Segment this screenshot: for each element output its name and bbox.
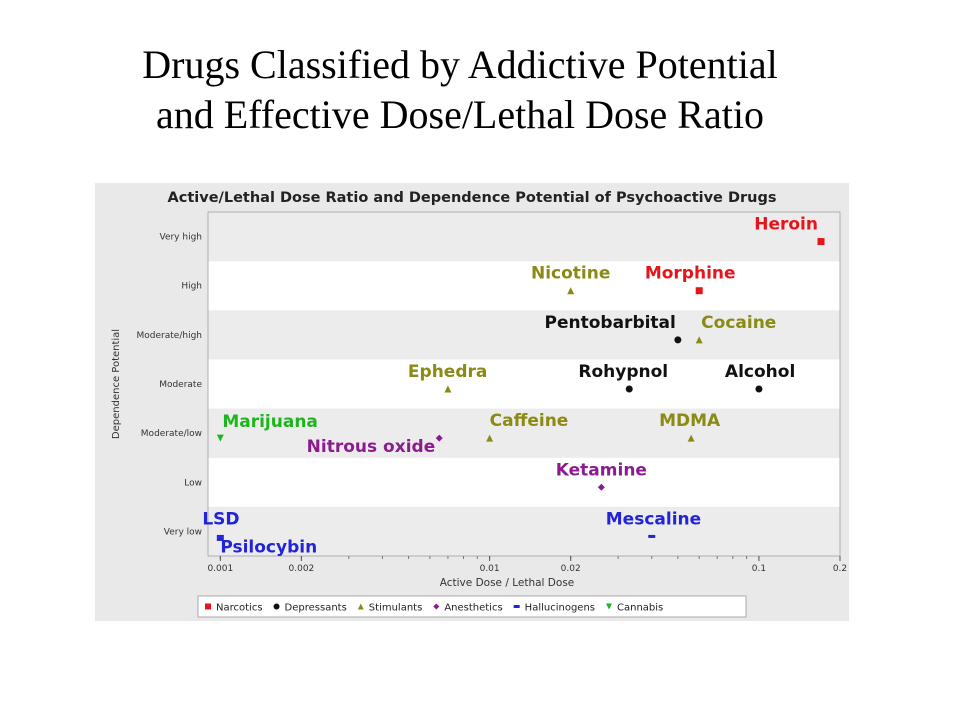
scatter-chart: Active/Lethal Dose Ratio and Dependence … xyxy=(111,190,847,618)
legend-box xyxy=(197,595,747,618)
legend-marker-anesthetics xyxy=(433,603,440,610)
category-band xyxy=(208,212,840,262)
x-tick-label-0-002: 0.002 xyxy=(289,564,315,574)
legend-marker-narcotics xyxy=(205,603,211,610)
point-label-nicotine: Nicotine xyxy=(531,264,610,284)
legend-label-stimulants: Stimulants xyxy=(369,603,423,614)
legend-marker-depressants xyxy=(273,603,280,610)
point-marijuana xyxy=(216,434,224,442)
point-caffeine xyxy=(486,434,494,442)
category-band xyxy=(208,457,840,507)
point-label-caffeine: Caffeine xyxy=(490,411,569,431)
category-band xyxy=(208,359,840,409)
y-axis-label: Dependence Potential xyxy=(111,329,122,439)
legend-marker-stimulants xyxy=(357,603,364,610)
y-tick-label-moderate-high: Moderate/high xyxy=(137,331,202,341)
category-band xyxy=(208,310,840,360)
point-label-lsd: LSD xyxy=(202,509,239,529)
point-label-mdma: MDMA xyxy=(659,411,721,431)
y-tick-label-moderate-low: Moderate/low xyxy=(141,429,202,439)
point-label-alcohol: Alcohol xyxy=(725,362,795,382)
x-tick-label-0-02: 0.02 xyxy=(561,564,581,574)
point-lsd xyxy=(216,534,224,538)
x-axis-label: Active Dose / Lethal Dose xyxy=(440,577,575,589)
point-psilocybin xyxy=(216,537,224,541)
legend-label-hallucinogens: Hallucinogens xyxy=(525,603,595,614)
x-tick-label-0-001: 0.001 xyxy=(207,564,233,574)
point-label-ephedra: Ephedra xyxy=(408,362,487,382)
point-morphine xyxy=(695,287,703,295)
point-pentobarbital xyxy=(674,336,682,344)
point-nicotine xyxy=(567,287,575,295)
point-label-heroin: Heroin xyxy=(754,215,818,235)
chart-panel: Active/Lethal Dose Ratio and Dependence … xyxy=(95,183,849,621)
point-heroin xyxy=(817,238,825,246)
point-label-rohypnol: Rohypnol xyxy=(578,362,668,382)
point-label-nitrous-oxide: Nitrous oxide xyxy=(307,437,436,457)
point-label-psilocybin: Psilocybin xyxy=(220,537,317,557)
point-alcohol xyxy=(755,385,763,393)
point-cocaine xyxy=(695,336,703,344)
y-tick-label-high: High xyxy=(181,282,202,292)
y-tick-label-very-high: Very high xyxy=(159,233,202,243)
x-tick-label-0-2: 0.2 xyxy=(833,564,847,574)
point-label-ketamine: Ketamine xyxy=(556,460,647,480)
legend-label-anesthetics: Anesthetics xyxy=(444,603,502,614)
slide-title-line-1: Drugs Classified by Addictive Potential xyxy=(142,42,778,87)
point-mescaline xyxy=(648,534,656,538)
chart-title: Active/Lethal Dose Ratio and Dependence … xyxy=(168,190,777,206)
point-ketamine xyxy=(597,483,605,491)
point-label-morphine: Morphine xyxy=(645,264,736,284)
y-tick-label-low: Low xyxy=(184,478,202,488)
slide-title: Drugs Classified by Addictive Potential … xyxy=(0,40,920,140)
category-band xyxy=(208,506,840,556)
y-tick-label-very-low: Very low xyxy=(164,527,202,537)
point-label-mescaline: Mescaline xyxy=(606,509,701,529)
point-mdma xyxy=(687,434,695,442)
legend-label-narcotics: Narcotics xyxy=(216,603,263,614)
point-label-cocaine: Cocaine xyxy=(701,313,776,333)
legend-label-cannabis: Cannabis xyxy=(617,603,663,614)
slide-title-line-2: and Effective Dose/Lethal Dose Ratio xyxy=(156,92,764,137)
point-label-marijuana: Marijuana xyxy=(222,412,318,432)
y-tick-label-moderate: Moderate xyxy=(159,380,202,390)
point-rohypnol xyxy=(625,385,633,393)
x-tick-label-0-01: 0.01 xyxy=(480,564,500,574)
category-band xyxy=(208,408,840,458)
legend-marker-cannabis xyxy=(606,603,612,610)
legend-marker-hallucinogens xyxy=(513,605,520,608)
x-tick-label-0-1: 0.1 xyxy=(752,564,766,574)
plot-border xyxy=(207,211,841,557)
point-nitrous-oxide xyxy=(435,434,443,442)
point-label-pentobarbital: Pentobarbital xyxy=(545,313,676,333)
category-band xyxy=(208,261,840,311)
legend-label-depressants: Depressants xyxy=(285,603,347,614)
point-ephedra xyxy=(444,385,452,393)
